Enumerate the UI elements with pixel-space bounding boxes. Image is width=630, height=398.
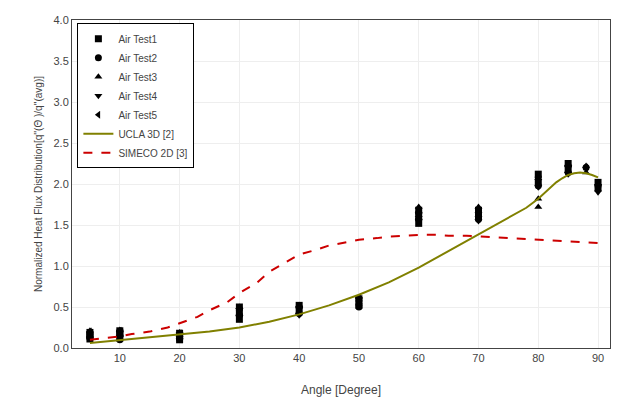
svg-text:1.0: 1.0 bbox=[54, 260, 69, 272]
svg-text:Angle [Degree]: Angle [Degree] bbox=[301, 383, 381, 397]
svg-text:Air Test1: Air Test1 bbox=[118, 34, 157, 45]
svg-text:Air Test2: Air Test2 bbox=[118, 53, 157, 64]
svg-text:1.5: 1.5 bbox=[54, 219, 69, 231]
svg-text:80: 80 bbox=[532, 352, 544, 364]
svg-text:30: 30 bbox=[233, 352, 245, 364]
svg-text:Air Test3: Air Test3 bbox=[118, 72, 157, 83]
svg-text:3.5: 3.5 bbox=[54, 55, 69, 67]
svg-text:20: 20 bbox=[173, 352, 185, 364]
svg-text:2.0: 2.0 bbox=[54, 178, 69, 190]
svg-text:Air Test5: Air Test5 bbox=[118, 110, 157, 121]
svg-text:0.0: 0.0 bbox=[54, 342, 69, 354]
svg-text:40: 40 bbox=[293, 352, 305, 364]
svg-text:3.0: 3.0 bbox=[54, 96, 69, 108]
svg-text:2.5: 2.5 bbox=[54, 137, 69, 149]
svg-text:Normalized Heat Flux Distribut: Normalized Heat Flux Distribution[q''(Θ … bbox=[33, 76, 44, 292]
svg-text:10: 10 bbox=[114, 352, 126, 364]
svg-text:50: 50 bbox=[353, 352, 365, 364]
svg-text:70: 70 bbox=[472, 352, 484, 364]
svg-text:Air Test4: Air Test4 bbox=[118, 91, 157, 102]
svg-text:60: 60 bbox=[413, 352, 425, 364]
svg-text:0.5: 0.5 bbox=[54, 301, 69, 313]
svg-text:90: 90 bbox=[592, 352, 604, 364]
svg-text:UCLA 3D [2]: UCLA 3D [2] bbox=[118, 129, 174, 140]
svg-text:4.0: 4.0 bbox=[54, 14, 69, 26]
svg-text:SIMECO 2D [3]: SIMECO 2D [3] bbox=[118, 148, 187, 159]
